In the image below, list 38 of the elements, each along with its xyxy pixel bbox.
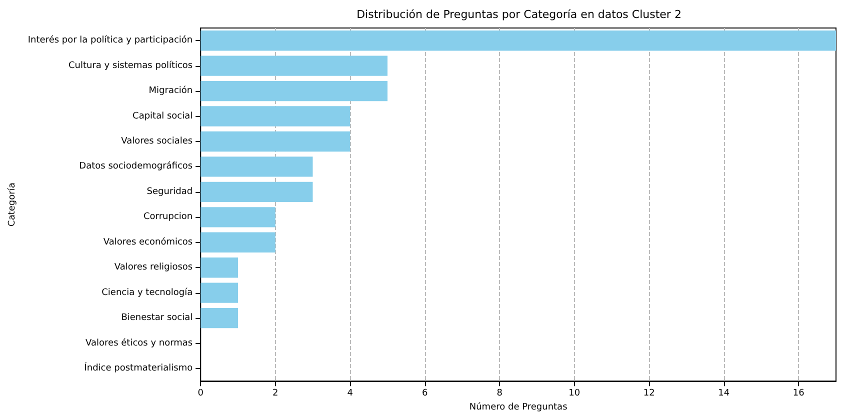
bar bbox=[200, 232, 276, 252]
bar bbox=[200, 156, 313, 177]
x-tick-label: 16 bbox=[792, 388, 805, 399]
y-tick-label: Valores económicos bbox=[103, 236, 193, 248]
x-tick-label: 12 bbox=[643, 388, 655, 399]
x-tick-label: 0 bbox=[198, 388, 204, 399]
x-tick-label: 10 bbox=[568, 388, 580, 399]
bar bbox=[200, 258, 238, 278]
y-tick-label: Ciencia y tecnología bbox=[102, 286, 193, 298]
y-tick-label: Cultura y sistemas políticos bbox=[68, 60, 193, 71]
y-tick-label: Índice postmaterialismo bbox=[84, 361, 194, 374]
x-tick-label: 8 bbox=[496, 388, 503, 399]
y-tick-label: Valores sociales bbox=[121, 136, 193, 146]
y-tick-label: Valores éticos y normas bbox=[86, 337, 193, 348]
bar bbox=[200, 131, 350, 152]
chart-title: Distribución de Preguntas por Categoría en datos Cluster 2 bbox=[356, 8, 682, 21]
bar bbox=[200, 30, 836, 51]
bar bbox=[200, 308, 238, 328]
y-tick-label: Valores religiosos bbox=[114, 262, 193, 273]
y-tick-label: Interés por la política y participación bbox=[28, 34, 193, 46]
y-tick-label: Corrupcion bbox=[144, 212, 193, 222]
y-tick-label: Migración bbox=[148, 85, 193, 96]
bar bbox=[200, 56, 388, 76]
y-tick-label: Capital social bbox=[132, 111, 193, 122]
bar bbox=[200, 106, 350, 126]
y-axis-title: Categoría bbox=[6, 182, 18, 226]
x-tick-label: 4 bbox=[347, 388, 354, 399]
x-tick-label: 14 bbox=[718, 388, 730, 399]
x-axis-title: Número de Preguntas bbox=[469, 402, 568, 412]
x-tick-label: 2 bbox=[272, 388, 278, 399]
y-tick-label: Seguridad bbox=[146, 186, 193, 197]
y-tick-label: Bienestar social bbox=[121, 313, 193, 324]
bar bbox=[200, 282, 238, 303]
bar bbox=[200, 182, 313, 202]
y-tick-label: Datos sociodemográficos bbox=[79, 160, 193, 172]
bar bbox=[200, 80, 388, 102]
bar bbox=[200, 207, 276, 228]
x-tick-label: 6 bbox=[422, 388, 428, 399]
